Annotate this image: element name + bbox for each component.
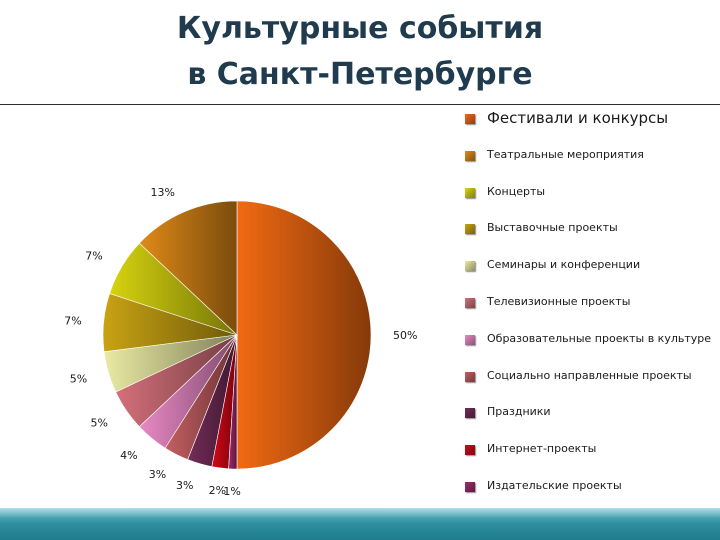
slice-label-7: 4% — [120, 449, 137, 462]
slice-label-1: 50% — [393, 329, 417, 342]
legend-item-3: Концерты — [465, 182, 720, 219]
legend-item-1: Фестивали и конкурсы — [465, 108, 720, 145]
legend-label: Телевизионные проекты — [487, 294, 631, 308]
pie-slice-11 — [228, 334, 238, 470]
slice-label-10: 2% — [209, 484, 226, 497]
title-divider — [0, 104, 720, 105]
legend-swatch — [465, 408, 475, 419]
pie-slice-2 — [138, 200, 238, 336]
legend-swatch — [465, 445, 475, 456]
legend-swatch — [465, 224, 475, 235]
legend-label: Театральные мероприятия — [487, 147, 644, 161]
footer-bar — [0, 508, 720, 540]
footer-sheen — [0, 508, 720, 518]
legend-item-7: Образовательные проекты в культуре — [465, 329, 720, 366]
pie-chart: 50% 13% 7% 7% 5% 5% 4% 3% 3% 2%1% — [64, 186, 417, 498]
legend-label: Образовательные проекты в культуре — [487, 331, 712, 345]
legend-swatch — [465, 371, 475, 382]
slice-label-11: 1% — [223, 485, 240, 498]
legend-swatch — [465, 187, 475, 198]
legend-item-8: Социально направленные проекты — [465, 366, 720, 403]
legend-item-5: Семинары и конференции — [465, 255, 720, 292]
legend-item-11: Издательские проекты — [465, 476, 720, 513]
chart-legend: Фестивали и конкурсы Театральные мероприя… — [465, 108, 720, 513]
legend-swatch — [465, 150, 475, 161]
legend-label: Выставочные проекты — [487, 221, 618, 235]
legend-item-10: Интернет-проекты — [465, 439, 720, 476]
slice-label-6: 5% — [91, 417, 108, 430]
legend-swatch — [465, 261, 475, 272]
legend-label: Фестивали и конкурсы — [487, 109, 669, 127]
legend-swatch — [465, 297, 475, 308]
legend-swatch — [465, 114, 475, 124]
slice-label-2: 13% — [151, 186, 175, 199]
slice-label-3: 7% — [85, 250, 102, 263]
slice-label-5: 5% — [70, 373, 87, 386]
legend-swatch — [465, 481, 475, 492]
legend-label: Социально направленные проекты — [487, 368, 692, 382]
title-line-1: Культурные события — [176, 11, 544, 46]
slice-label-8: 3% — [149, 468, 166, 481]
legend-label: Интернет-проекты — [487, 442, 597, 456]
legend-label: Издательские проекты — [487, 478, 622, 492]
title-line-2: в Санкт-Петербурге — [187, 57, 533, 92]
legend-item-2: Театральные мероприятия — [465, 145, 720, 182]
legend-label: Концерты — [487, 184, 546, 198]
legend-item-6: Телевизионные проекты — [465, 292, 720, 329]
slice-label-4: 7% — [64, 314, 81, 327]
legend-swatch — [465, 334, 475, 345]
pie-slice-1 — [236, 200, 372, 470]
legend-item-9: Праздники — [465, 402, 720, 439]
slice-label-9: 3% — [176, 479, 193, 492]
legend-item-4: Выставочные проекты — [465, 218, 720, 255]
page-title: Культурные события в Санкт-Петербурге — [0, 6, 720, 98]
legend-label: Семинары и конференции — [487, 258, 641, 272]
legend-label: Праздники — [487, 405, 551, 419]
